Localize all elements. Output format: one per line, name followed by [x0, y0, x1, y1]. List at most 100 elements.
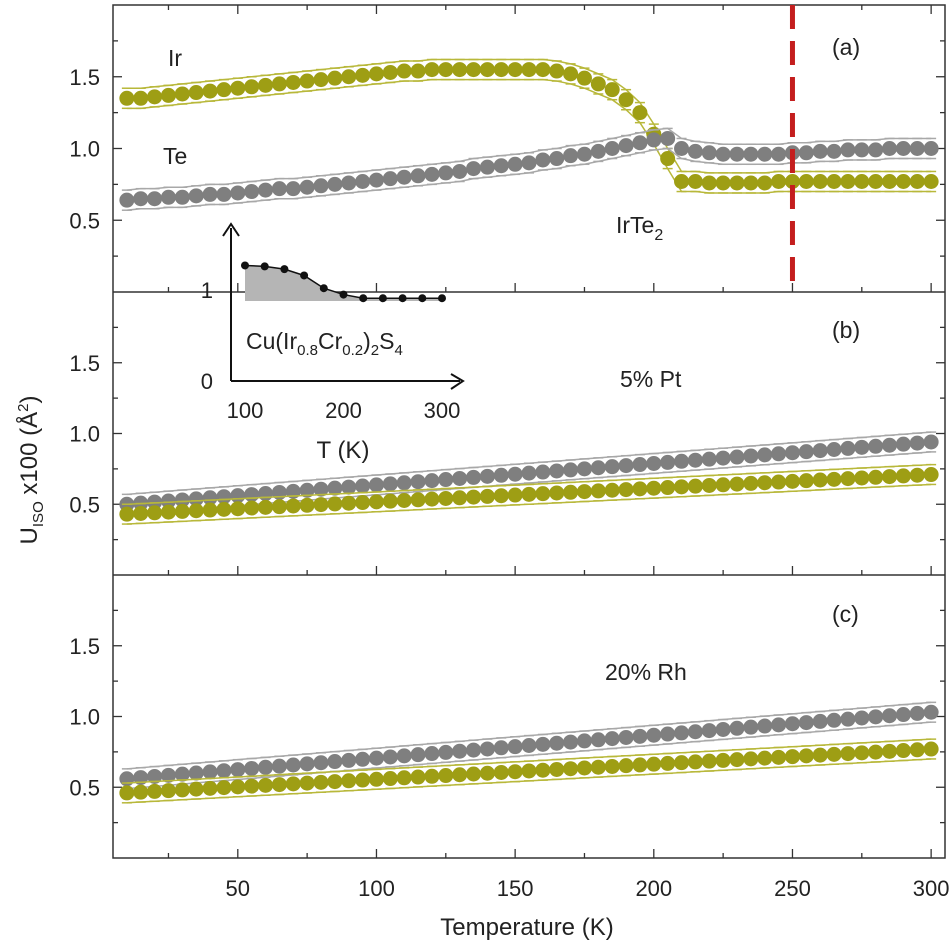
data-point: [507, 739, 523, 755]
data-point: [701, 175, 717, 191]
data-point: [729, 752, 745, 768]
data-point: [868, 469, 884, 485]
data-point: [604, 82, 620, 98]
data-point: [438, 744, 454, 760]
data-point: [188, 188, 204, 204]
data-point: [660, 480, 676, 496]
data-point: [271, 499, 287, 515]
error-envelope-lower: [126, 147, 932, 211]
data-point: [424, 746, 440, 762]
data-point: [743, 475, 759, 491]
data-point: [535, 736, 551, 752]
data-point: [895, 468, 911, 484]
data-point: [133, 505, 149, 521]
data-point: [882, 437, 898, 453]
data-point: [396, 169, 412, 185]
data-point: [687, 143, 703, 159]
data-point: [313, 755, 329, 771]
y-axis-title: UISO x100 (Å2): [15, 396, 47, 545]
data-point: [216, 82, 232, 98]
data-point: [258, 77, 274, 93]
data-point: [604, 141, 620, 156]
data-point: [119, 785, 135, 801]
data-point: [771, 446, 787, 462]
data-point: [798, 444, 814, 460]
data-point: [119, 506, 135, 522]
series-te-panel-a: [119, 127, 939, 211]
data-point: [133, 784, 149, 800]
data-point: [563, 484, 579, 500]
data-point: [757, 718, 773, 734]
data-point: [368, 771, 384, 787]
data-point: [549, 63, 565, 79]
data-point: [757, 447, 773, 463]
data-point: [355, 772, 371, 788]
data-point: [327, 774, 343, 790]
x-tick-label: 150: [497, 876, 534, 901]
data-point: [771, 146, 787, 162]
inset-compound-e: ): [363, 328, 371, 354]
data-point: [535, 762, 551, 778]
data-point: [507, 764, 523, 780]
data-point: [535, 152, 551, 168]
data-point: [230, 501, 246, 517]
data-point: [230, 185, 246, 201]
data-point: [438, 768, 454, 784]
data-point: [576, 484, 592, 500]
data-point: [909, 467, 925, 483]
y-title-main: U: [16, 527, 43, 544]
inset-compound-g: S: [379, 328, 394, 354]
data-point: [687, 452, 703, 468]
data-point: [646, 132, 662, 148]
data-point: [216, 489, 232, 505]
data-point: [230, 762, 246, 778]
data-point: [549, 463, 565, 479]
data-point: [271, 76, 287, 92]
data-point: [202, 83, 218, 99]
y-tick-label: 1.0: [69, 422, 100, 447]
ir-series-label: Ir: [168, 45, 182, 71]
data-point: [521, 738, 537, 754]
data-point: [147, 191, 163, 207]
data-point: [341, 752, 357, 768]
composition-label-c: 20% Rh: [605, 659, 687, 685]
data-point: [882, 141, 898, 156]
data-point: [466, 62, 482, 78]
data-point: [687, 724, 703, 740]
data-point: [410, 492, 426, 508]
data-point: [382, 493, 398, 509]
y-tick-label: 1.0: [69, 705, 100, 730]
data-point: [701, 451, 717, 467]
series-te-panel-c: [119, 701, 939, 790]
data-point: [521, 155, 537, 171]
data-point: [493, 467, 509, 483]
inset-ticks: 100 200 300 0 1: [201, 278, 461, 423]
data-point: [327, 496, 343, 512]
error-envelope-upper: [126, 463, 932, 505]
data-point: [244, 760, 260, 776]
data-point: [590, 76, 606, 92]
x-tick-label: 100: [358, 876, 395, 901]
data-point: [466, 489, 482, 505]
data-point: [507, 466, 523, 482]
data-point: [701, 145, 717, 161]
data-point: [479, 488, 495, 504]
data-point: [674, 174, 690, 190]
data-point: [854, 142, 870, 158]
data-point: [299, 482, 315, 498]
y-tick-label: 1.5: [69, 351, 100, 376]
inset-x-title: T (K): [317, 437, 370, 464]
data-point: [563, 462, 579, 478]
data-point: [230, 488, 246, 504]
data-point: [715, 146, 731, 162]
data-point: [493, 62, 509, 78]
data-point: [285, 498, 301, 514]
inset-compound-f: 2: [371, 342, 379, 359]
data-point: [174, 766, 190, 782]
data-point: [646, 756, 662, 772]
data-point: [840, 142, 856, 158]
data-point: [479, 159, 495, 175]
composition-label-b: 5% Pt: [620, 366, 682, 392]
data-point: [660, 726, 676, 742]
